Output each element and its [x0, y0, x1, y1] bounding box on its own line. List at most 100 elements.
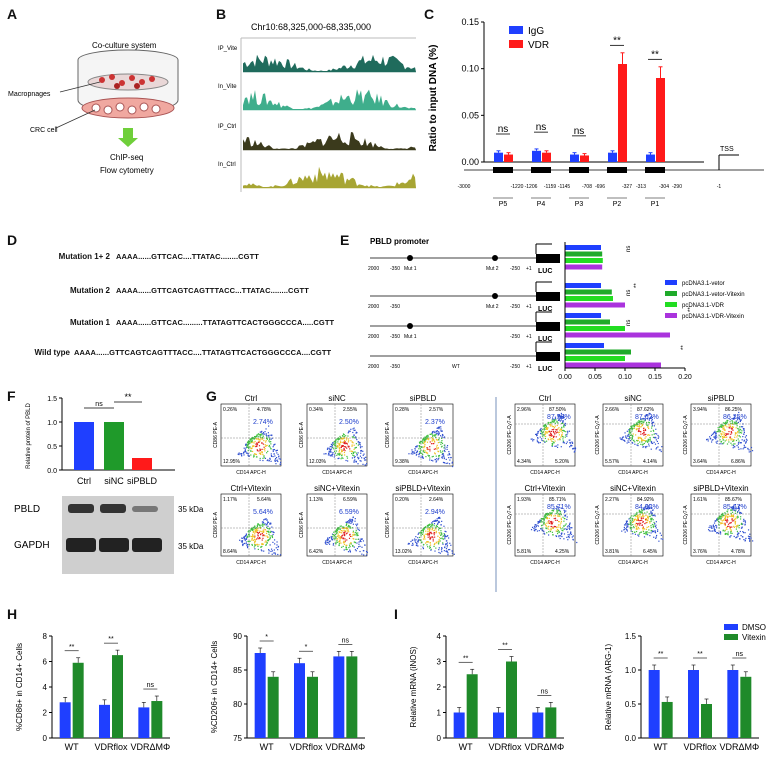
- g-xlabel: CD14 APC-H: [706, 560, 736, 566]
- g-quadrant: 86.25%: [725, 407, 743, 413]
- g-quadrant: 2.27%: [605, 497, 620, 503]
- chart-ytick: 0: [43, 734, 48, 743]
- g-plot-frame: [392, 493, 454, 557]
- coverage-track: [243, 132, 416, 150]
- f-ytick: 1.0: [47, 420, 57, 427]
- chart-sig: **: [697, 651, 703, 658]
- chart-ytick: 0: [437, 734, 442, 743]
- c-legend-label: VDR: [528, 40, 549, 51]
- e-coord: -350: [390, 364, 400, 370]
- e-bar: [565, 258, 603, 263]
- chart-category: WT: [65, 742, 79, 752]
- e-coord: +1: [526, 304, 532, 310]
- d-row-label: Wild type: [34, 348, 70, 357]
- chart-category: WT: [459, 742, 473, 752]
- e-coord: -350: [390, 304, 400, 310]
- crc-label: CRC cell: [30, 127, 58, 134]
- blot-label-gapdh: GAPDH: [14, 540, 50, 551]
- g-plot-title: siNC: [328, 394, 346, 403]
- track-label: In_Ctrl: [218, 162, 236, 168]
- chart-bar: [466, 674, 478, 738]
- c-legend-swatch: [509, 26, 523, 34]
- f-ytick: 0.0: [47, 468, 57, 475]
- chart-ylabel: %CD206+ in CD14+ Cells: [210, 641, 219, 734]
- c-bar: [646, 154, 655, 162]
- g-quadrant: 84.92%: [637, 497, 655, 503]
- g-percent: 2.37%: [425, 419, 445, 426]
- panel-label-h: H: [7, 606, 18, 622]
- g-quadrant: 2.55%: [343, 407, 358, 413]
- blot-kda: 35 kDa: [178, 505, 204, 514]
- e-sig: ns: [626, 246, 632, 252]
- g-plot-frame: [514, 403, 576, 467]
- e-bar: [565, 251, 603, 257]
- c-position: -708: [582, 184, 592, 190]
- g-percent: 6.59%: [339, 509, 359, 516]
- e-coord: -350: [390, 334, 400, 340]
- panel-i-charts: Relative mRNA (iNOS) 0 1 2 3 4 ** WT ** VDRflox ns…: [409, 623, 766, 752]
- g-quadrant: 87.50%: [549, 407, 567, 413]
- e-coord: 2000: [368, 364, 379, 370]
- d-sequence: AAAA......GTTCAC....TTATAC........CGTT: [116, 252, 259, 261]
- c-position: -3000: [458, 184, 471, 190]
- g-ylabel: CD86 PE-A: [299, 511, 305, 538]
- c-position: -1159: [544, 184, 557, 190]
- e-mut1: Mut 1: [404, 266, 417, 272]
- e-coord: +1: [526, 364, 532, 370]
- chart-bar: [254, 653, 266, 738]
- panel-g-flow: Ctrl 0.26% 4.78% 12.95% 2.74% CD14 APC-H CD86 …: [213, 394, 754, 592]
- blot-label-pbld: PBLD: [14, 504, 40, 515]
- g-percent: 85.67%: [723, 504, 747, 511]
- g-quadrant: 4.34%: [517, 459, 532, 465]
- chart-bar: [59, 702, 71, 738]
- panel-label-g: G: [206, 388, 217, 404]
- e-coord: -250: [510, 334, 520, 340]
- g-percent: 2.50%: [339, 419, 359, 426]
- c-position: -290: [672, 184, 682, 190]
- f-category: siPBLD: [127, 476, 158, 486]
- g-plot-title: siPBLD: [410, 394, 437, 403]
- e-xtick: 0.05: [588, 374, 602, 381]
- e-bar: [565, 302, 625, 308]
- chart-bar: [727, 670, 739, 738]
- g-xlabel: CD14 APC-H: [530, 560, 560, 566]
- g-plot-title: siPBLD+Vitexin: [693, 484, 748, 493]
- f-bar: [74, 422, 94, 470]
- chart-ytick: 90: [233, 632, 242, 641]
- chart-category: VDRΔMΦ: [719, 742, 759, 752]
- chart-ytick: 1.0: [625, 666, 637, 675]
- panel-label-d: D: [7, 232, 18, 248]
- g-ylabel: CD86 PE-A: [213, 421, 219, 448]
- macrophages-label: Macropnages: [8, 91, 51, 98]
- g-quadrant: 2.57%: [429, 407, 444, 413]
- c-region: P3: [575, 201, 584, 208]
- e-xtick: 0.20: [678, 374, 692, 381]
- down-arrow-icon: [118, 128, 138, 147]
- e-coord: -250: [510, 266, 520, 272]
- e-luc: LUC: [538, 336, 552, 343]
- chart-ytick: 1: [437, 709, 442, 718]
- g-quadrant: 9.38%: [395, 459, 410, 465]
- chart-bar: [661, 701, 673, 738]
- chart-bar: [346, 656, 358, 738]
- g-quadrant: 0.34%: [309, 407, 324, 413]
- f-bar: [104, 422, 124, 470]
- e-legend-label: pcDNA3.1-vetor-Vitexin: [682, 292, 745, 298]
- chart-sig: **: [658, 651, 664, 658]
- g-quadrant: 3.64%: [693, 459, 708, 465]
- c-ytick: 0.15: [461, 17, 479, 27]
- g-ylabel: CD206 PE-Cy7-A: [595, 415, 601, 455]
- i-legend-swatch: [724, 634, 738, 640]
- e-bar: [565, 349, 631, 355]
- e-sig: ns: [626, 320, 632, 326]
- i-legend-swatch: [724, 624, 738, 630]
- g-xlabel: CD14 APC-H: [236, 560, 266, 566]
- e-coord: 2000: [368, 266, 379, 272]
- f-ylabel-text: Relative protein of PBLD: [26, 402, 32, 468]
- g-plot-title: siPBLD+Vitexin: [395, 484, 450, 493]
- chart-category: WT: [260, 742, 274, 752]
- e-coord: -250: [510, 364, 520, 370]
- c-bar: [570, 154, 579, 162]
- c-sig: ns: [498, 124, 509, 135]
- e-bar: [565, 326, 625, 331]
